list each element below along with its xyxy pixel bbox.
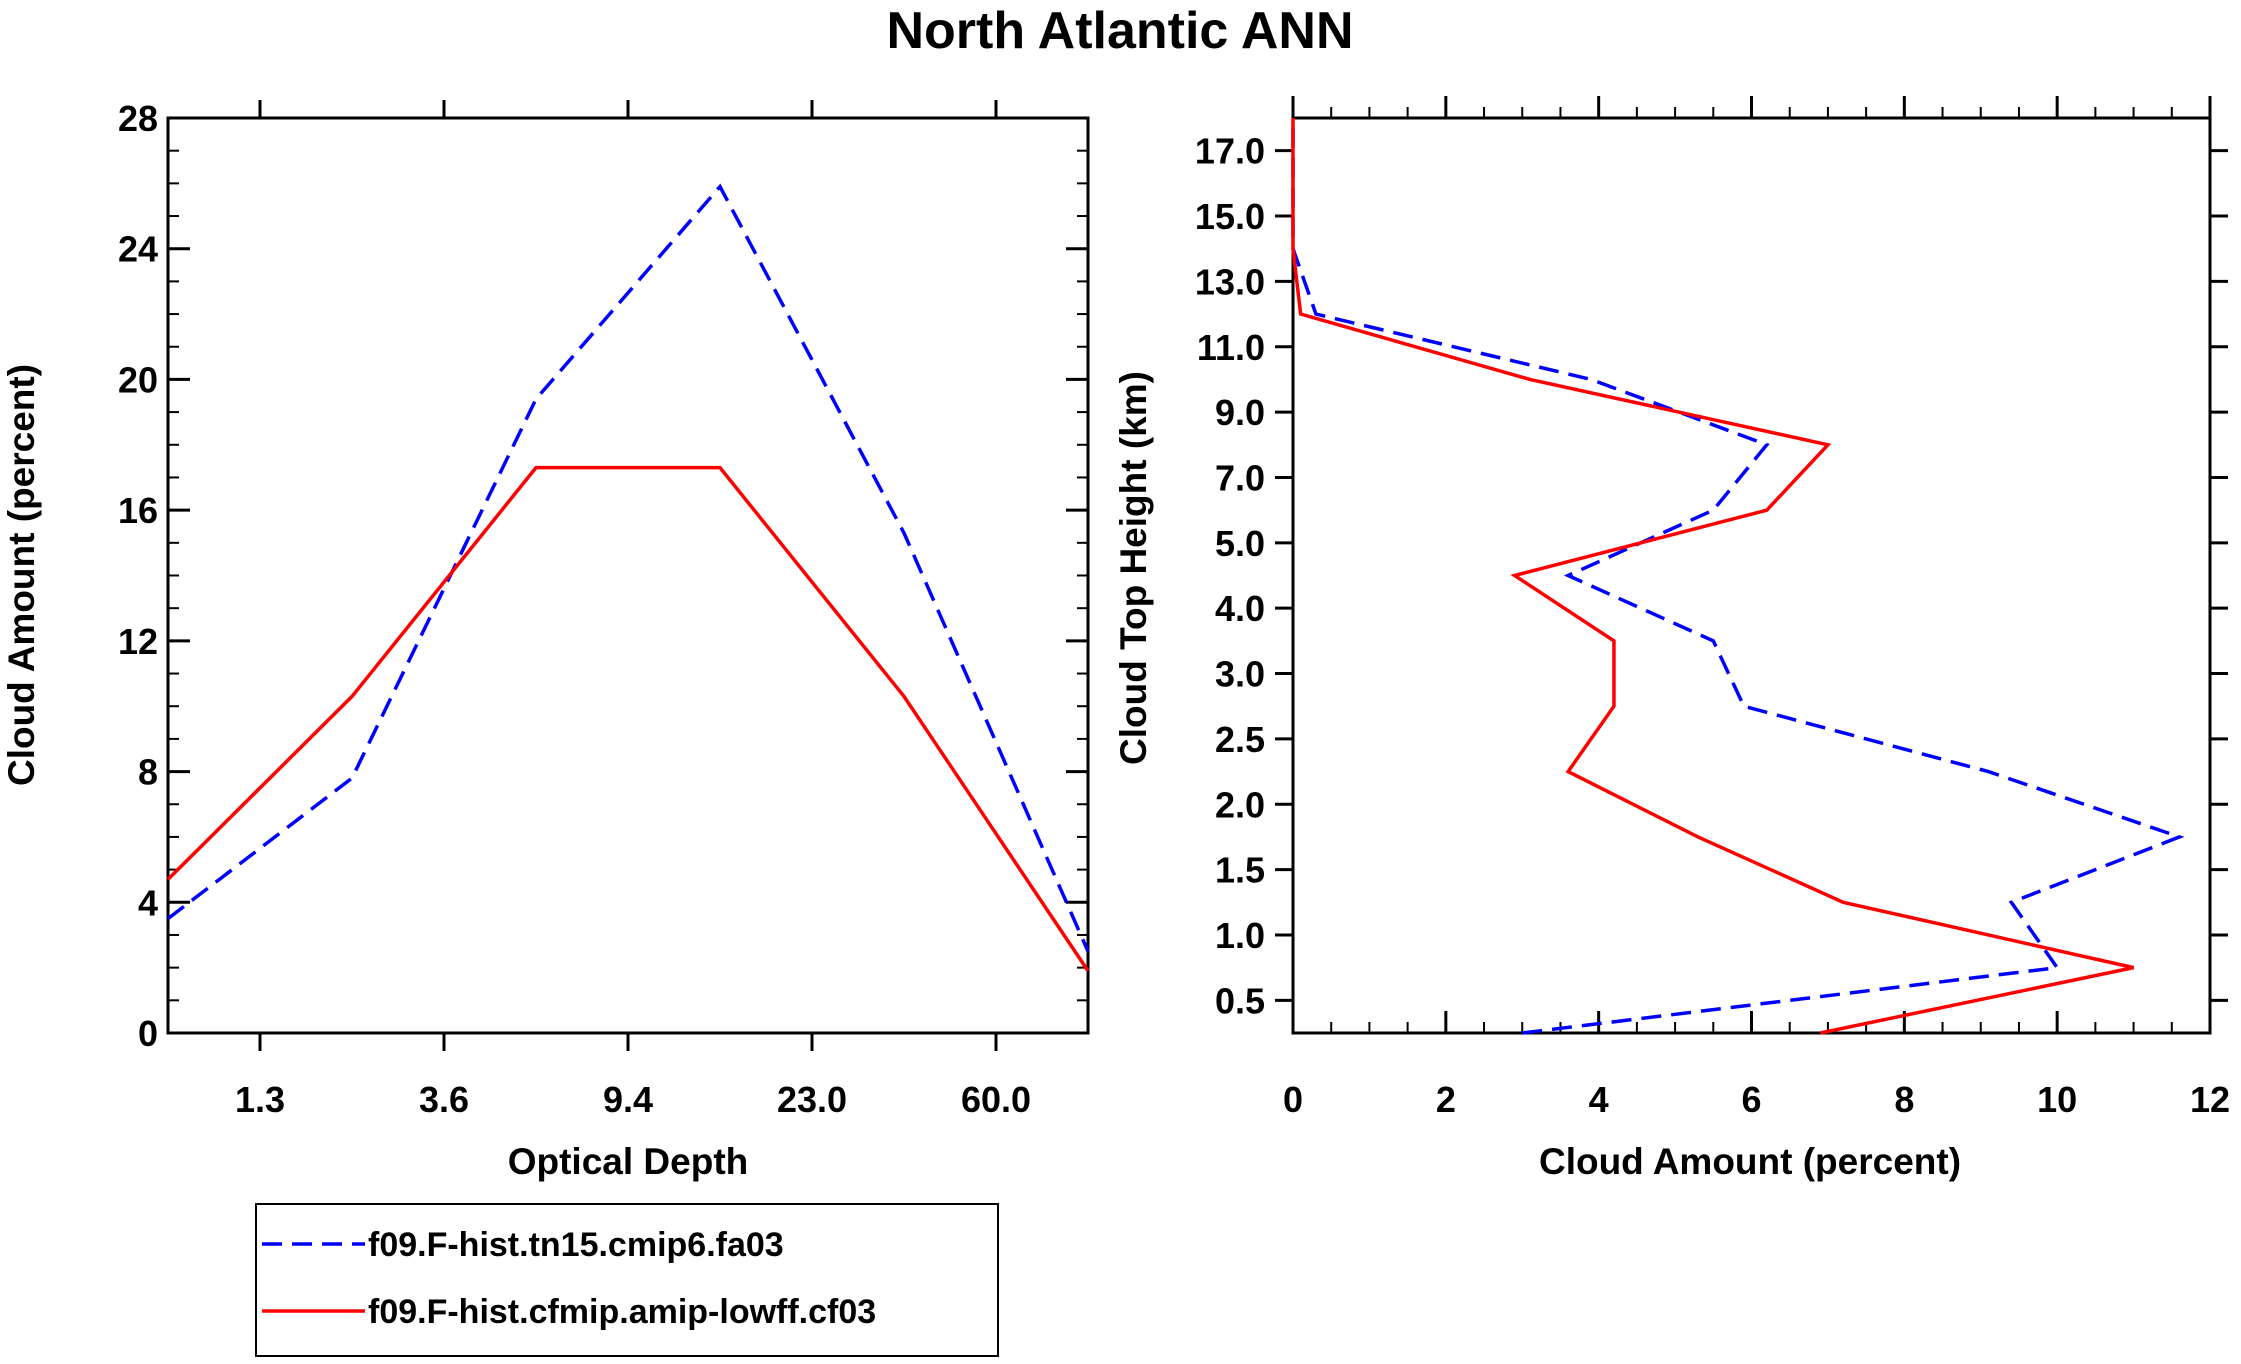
right-x-tick-label: 10 [2037, 1079, 2077, 1120]
legend: f09.F-hist.tn15.cmip6.fa03 f09.F-hist.cf… [255, 1203, 999, 1357]
right-axis-ticks: 0 2 4 6 8 10 12 0.5 1.0 1.5 2.0 2.5 3.0 4.0 5.0 7.0 9.0 1… [1195, 96, 2230, 1120]
left-y-tick-label: 8 [138, 752, 158, 793]
right-y-tick-label: 17.0 [1195, 131, 1265, 172]
chart-title: North Atlantic ANN [886, 2, 1353, 60]
left-y-tick-label: 12 [118, 621, 158, 662]
left-y-tick-label: 4 [138, 882, 158, 923]
legend-box [255, 1203, 999, 1357]
left-x-tick-label: 23.0 [777, 1079, 847, 1120]
right-series-line-blue [1291, 118, 2185, 1035]
left-x-tick-label: 9.4 [603, 1079, 653, 1120]
left-plot-frame [166, 116, 1090, 1035]
right-y-tick-label: 5.0 [1215, 523, 1265, 564]
right-y-tick-label: 2.5 [1215, 719, 1265, 760]
right-x-tick-label: 6 [1741, 1079, 1761, 1120]
right-x-tick-label: 0 [1283, 1079, 1303, 1120]
right-y-tick-label: 9.0 [1215, 392, 1265, 433]
right-x-tick-label: 12 [2190, 1079, 2230, 1120]
left-axis-ticks: 0 4 8 12 16 20 24 28 1.3 3.6 9.4 23.0 60.0 [118, 98, 1088, 1120]
right-series-group [1291, 118, 2185, 1035]
legend-label-blue: f09.F-hist.tn15.cmip6.fa03 [368, 1226, 784, 1264]
right-y-tick-label: 2.0 [1215, 784, 1265, 825]
right-y-tick-label: 1.5 [1215, 850, 1265, 891]
left-y-tick-label: 20 [118, 359, 158, 400]
left-x-tick-label: 60.0 [961, 1079, 1031, 1120]
right-y-tick-label: 11.0 [1197, 327, 1265, 368]
legend-label-red: f09.F-hist.cfmip.amip-lowff.cf03 [368, 1293, 876, 1331]
left-series-group [166, 183, 1090, 972]
left-y-tick-label: 28 [118, 98, 158, 139]
left-x-tick-label: 1.3 [235, 1079, 285, 1120]
right-series-line-red [1291, 118, 2134, 1035]
right-y-tick-label: 1.0 [1215, 915, 1265, 956]
right-y-tick-label: 7.0 [1215, 457, 1265, 498]
left-y-tick-label: 0 [138, 1013, 158, 1054]
right-panel: 0 2 4 6 8 10 12 0.5 1.0 1.5 2.0 2.5 3.0 4.0 5.0 7.0 9.0 1… [1113, 96, 2230, 1182]
right-x-tick-label: 2 [1436, 1079, 1456, 1120]
right-x-axis-label: Cloud Amount (percent) [1539, 1141, 1961, 1182]
right-y-tick-label: 4.0 [1215, 588, 1265, 629]
right-x-tick-label: 8 [1894, 1079, 1914, 1120]
right-x-tick-label: 4 [1589, 1079, 1609, 1120]
left-y-tick-label: 24 [118, 229, 158, 270]
right-y-tick-label: 15.0 [1195, 196, 1265, 237]
right-y-tick-label: 3.0 [1215, 654, 1265, 695]
left-x-axis-label: Optical Depth [508, 1141, 749, 1182]
left-series-line-red [166, 465, 1090, 972]
left-x-tick-label: 3.6 [419, 1079, 469, 1120]
right-y-tick-label: 13.0 [1195, 261, 1265, 302]
left-y-tick-label: 16 [118, 490, 158, 531]
right-plot-frame [1291, 116, 2212, 1035]
left-series-line-blue [166, 183, 1090, 953]
left-panel: 0 4 8 12 16 20 24 28 1.3 3.6 9.4 23.0 60.0 Optical D… [1, 98, 1090, 1182]
right-y-axis-label: Cloud Top Height (km) [1113, 371, 1154, 765]
left-y-axis-label: Cloud Amount (percent) [1, 364, 42, 786]
right-y-tick-label: 0.5 [1215, 980, 1265, 1021]
